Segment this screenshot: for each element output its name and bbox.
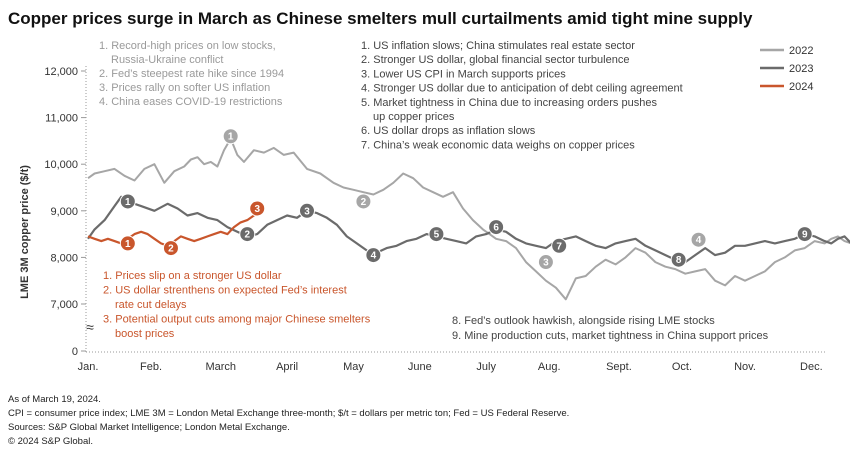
y-tick-label: 0 xyxy=(72,346,78,358)
footnote: Sources: S&P Global Market Intelligence;… xyxy=(8,422,290,433)
x-tick-label: Dec. xyxy=(800,361,823,373)
footnote: As of March 19, 2024. xyxy=(8,394,101,405)
note-2023: 7. China’s weak economic data weighs on … xyxy=(361,139,635,151)
series-line-2023 xyxy=(87,195,850,264)
legend-label-2024: 2024 xyxy=(789,81,813,93)
event-marker-2023 xyxy=(365,247,382,264)
event-marker-label: 5 xyxy=(434,230,440,241)
note-2024: boost prices xyxy=(115,328,175,340)
event-marker-2022 xyxy=(222,128,239,145)
y-tick-label: 7,000 xyxy=(50,299,78,311)
event-marker-label: 3 xyxy=(543,258,549,269)
event-markers: 1 2 3 4 1 2 3 4 5 6 7 8 9 1 2 3 xyxy=(119,128,813,271)
x-tick-label: Feb. xyxy=(140,361,162,373)
note-2022: Russia-Ukraine conflict xyxy=(111,54,223,66)
note-2022: 4. China eases COVID-19 restrictions xyxy=(99,96,283,108)
event-marker-label: 2 xyxy=(244,230,250,241)
note-2023: 9. Mine production cuts, market tightnes… xyxy=(452,330,769,342)
event-marker-label: 2 xyxy=(361,197,367,208)
x-tick-label: Sept. xyxy=(606,361,632,373)
note-2023: 4. Stronger US dollar due to anticipatio… xyxy=(361,83,683,95)
event-marker-label: 4 xyxy=(696,235,702,246)
event-marker-label: 1 xyxy=(228,132,234,143)
x-tick-label: June xyxy=(408,361,432,373)
annotation-notes: 1. Record-high prices on low stocks, Russ… xyxy=(99,40,769,342)
x-tick-label: March xyxy=(205,361,236,373)
series-line-2024 xyxy=(87,207,262,247)
event-marker-2023 xyxy=(796,226,813,243)
x-tick-label: Oct. xyxy=(672,361,692,373)
event-marker-label: 1 xyxy=(125,239,131,250)
note-2023: 8. Fed’s outlook hawkish, alongside risi… xyxy=(452,315,715,327)
y-tick-label: 10,000 xyxy=(44,159,78,171)
x-tick-label: April xyxy=(276,361,298,373)
event-marker-2023 xyxy=(670,251,687,268)
note-2023: 1. US inflation slows; China stimulates … xyxy=(361,40,635,52)
legend: 2022 2023 2024 xyxy=(760,45,813,93)
event-marker-label: 7 xyxy=(556,241,562,252)
event-marker-label: 8 xyxy=(676,255,682,266)
footnote: CPI = consumer price index; LME 3M = Lon… xyxy=(8,408,569,419)
x-tick-label: Aug. xyxy=(538,361,561,373)
event-marker-2024 xyxy=(162,240,179,257)
chart-title: Copper prices surge in March as Chinese … xyxy=(8,9,753,28)
note-2024: 2. US dollar strenthens on expected Fed’… xyxy=(103,285,347,297)
event-marker-label: 9 xyxy=(802,230,808,241)
event-marker-2024 xyxy=(119,235,136,252)
legend-label-2022: 2022 xyxy=(789,45,813,57)
event-marker-2022 xyxy=(537,254,554,271)
note-2024: 3. Potential output cuts among major Chi… xyxy=(103,314,371,326)
event-marker-label: 3 xyxy=(254,204,260,215)
event-marker-2022 xyxy=(690,231,707,248)
note-2022: 2. Fed’s steepest rate hike since 1994 xyxy=(99,68,284,80)
y-tick-label: 8,000 xyxy=(50,252,78,264)
event-marker-2023 xyxy=(551,237,568,254)
y-tick-label: 11,000 xyxy=(45,113,78,125)
event-marker-label: 1 xyxy=(125,197,131,208)
note-2024: 1. Prices slip on a stronger US dollar xyxy=(103,270,282,282)
plot-area: 12,000 11,000 10,000 9,000 8,000 7,000 0 ≈ Jan. F… xyxy=(44,66,826,373)
event-marker-label: 2 xyxy=(168,244,174,255)
event-marker-2023 xyxy=(428,226,445,243)
y-tick-label: 12,000 xyxy=(44,66,78,78)
event-marker-2023 xyxy=(119,193,136,210)
note-2023: 3. Lower US CPI in March supports prices xyxy=(361,68,566,80)
event-marker-2022 xyxy=(355,193,372,210)
event-marker-2023 xyxy=(488,219,505,236)
y-axis-label: LME 3M copper price ($/t) xyxy=(19,165,31,299)
event-marker-label: 4 xyxy=(371,251,377,262)
event-marker-label: 6 xyxy=(493,223,499,234)
note-2022: 3. Prices rally on softer US inflation xyxy=(99,82,270,94)
event-marker-label: 3 xyxy=(304,206,310,217)
note-2023: 5. Market tightness in China due to incr… xyxy=(361,97,657,109)
note-2023: 2. Stronger US dollar, global financial … xyxy=(361,54,629,66)
series-line-2022 xyxy=(87,137,850,301)
note-2023: up copper prices xyxy=(373,111,455,123)
event-marker-2023 xyxy=(239,226,256,243)
note-2024: rate cut delays xyxy=(115,299,187,311)
axis-break-symbol: ≈ xyxy=(86,319,94,335)
x-tick-label: Nov. xyxy=(734,361,756,373)
x-tick-label: May xyxy=(343,361,364,373)
note-2022: 1. Record-high prices on low stocks, xyxy=(99,40,276,52)
footnote: © 2024 S&P Global. xyxy=(8,436,93,447)
x-tick-label: July xyxy=(476,361,496,373)
footnotes: As of March 19, 2024. CPI = consumer pric… xyxy=(8,394,569,447)
note-2023: 6. US dollar drops as inflation slows xyxy=(361,125,536,137)
event-marker-2024 xyxy=(249,200,266,217)
event-marker-2023 xyxy=(299,202,315,219)
legend-label-2023: 2023 xyxy=(789,63,813,75)
x-tick-label: Jan. xyxy=(78,361,99,373)
y-tick-label: 9,000 xyxy=(50,206,78,218)
